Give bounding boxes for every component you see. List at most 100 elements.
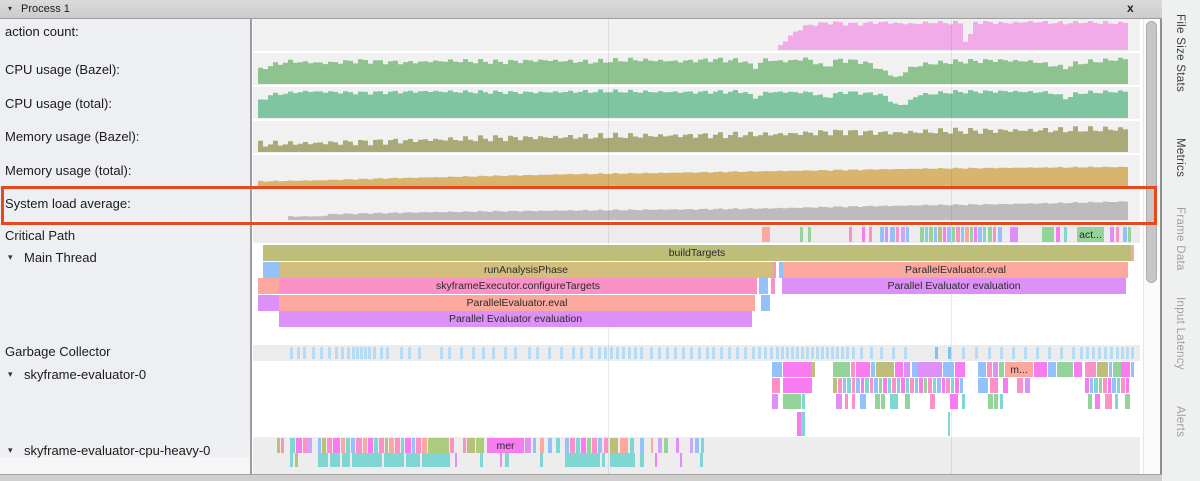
trace-block[interactable] xyxy=(852,347,855,359)
trace-block[interactable] xyxy=(773,262,776,278)
trace-block[interactable] xyxy=(994,394,998,409)
trace-block[interactable] xyxy=(1121,378,1125,393)
trace-block[interactable] xyxy=(772,394,778,409)
trace-block[interactable] xyxy=(318,438,321,453)
trace-block[interactable] xyxy=(556,438,560,453)
trace-block[interactable] xyxy=(1108,378,1111,393)
trace-block[interactable] xyxy=(836,347,839,359)
trace-block[interactable] xyxy=(816,347,819,359)
trace-block[interactable] xyxy=(870,347,873,359)
trace-block[interactable] xyxy=(277,438,280,453)
trace-block[interactable] xyxy=(802,394,805,409)
trace-block[interactable] xyxy=(680,453,682,467)
trace-block[interactable] xyxy=(838,378,842,393)
cpu-usage-bazel-row[interactable] xyxy=(253,53,1140,85)
trace-block[interactable] xyxy=(988,394,993,409)
trace-block[interactable] xyxy=(831,347,834,359)
tab-alerts[interactable]: Alerts xyxy=(1174,406,1186,438)
trace-block[interactable] xyxy=(604,438,608,453)
trace-block[interactable] xyxy=(772,378,780,393)
trace-block[interactable] xyxy=(846,347,849,359)
process-collapse-icon[interactable]: ▾ xyxy=(8,4,13,13)
span-m[interactable]: m... xyxy=(1005,362,1033,377)
trace-block[interactable] xyxy=(852,378,855,393)
tab-file-size-stats[interactable]: File Size Stats xyxy=(1174,14,1186,92)
trace-block[interactable] xyxy=(346,438,350,453)
trace-block[interactable] xyxy=(408,347,411,359)
trace-block[interactable] xyxy=(263,262,279,278)
trace-block[interactable] xyxy=(528,347,531,359)
trace-block[interactable] xyxy=(779,262,783,278)
trace-block[interactable] xyxy=(988,347,991,359)
trace-block[interactable] xyxy=(380,347,383,359)
trace-block[interactable] xyxy=(352,453,382,467)
trace-block[interactable] xyxy=(1126,378,1129,393)
trace-block[interactable] xyxy=(356,347,359,359)
trace-block[interactable] xyxy=(368,347,371,359)
trace-block[interactable] xyxy=(482,347,485,359)
trace-block[interactable] xyxy=(295,453,298,467)
trace-block[interactable] xyxy=(934,227,937,242)
trace-block[interactable] xyxy=(460,347,463,359)
span-parallelevaluator-eval[interactable]: ParallelEvaluator.eval xyxy=(279,295,755,311)
cpu-heavy-track-1[interactable] xyxy=(253,453,1140,467)
trace-block[interactable] xyxy=(290,347,293,359)
trace-block[interactable] xyxy=(698,347,701,359)
critical-path-strip[interactable] xyxy=(253,226,1140,243)
trace-block[interactable] xyxy=(548,347,551,359)
trace-block[interactable] xyxy=(1048,347,1051,359)
trace-block[interactable] xyxy=(386,347,389,359)
trace-block[interactable] xyxy=(428,438,449,453)
trace-block[interactable] xyxy=(975,347,978,359)
trace-block[interactable] xyxy=(978,378,988,393)
trace-block[interactable] xyxy=(590,347,593,359)
trace-block[interactable] xyxy=(875,394,880,409)
trace-block[interactable] xyxy=(1109,362,1112,377)
trace-block[interactable] xyxy=(1086,347,1089,359)
trace-block[interactable] xyxy=(400,347,403,359)
trace-block[interactable] xyxy=(1113,362,1121,377)
close-icon[interactable]: x xyxy=(1127,1,1134,15)
trace-block[interactable] xyxy=(616,347,619,359)
tab-frame-data[interactable]: Frame Data xyxy=(1174,207,1186,271)
trace-block[interactable] xyxy=(258,295,279,311)
trace-block[interactable] xyxy=(258,278,279,294)
trace-block[interactable] xyxy=(604,347,607,359)
trace-block[interactable] xyxy=(602,453,605,467)
trace-block[interactable] xyxy=(598,438,602,453)
trace-block[interactable] xyxy=(1112,378,1116,393)
trace-block[interactable] xyxy=(455,453,457,467)
trace-block[interactable] xyxy=(1116,227,1119,242)
trace-block[interactable] xyxy=(587,438,591,453)
trace-block[interactable] xyxy=(826,347,829,359)
trace-block[interactable] xyxy=(1088,394,1092,409)
trace-block[interactable] xyxy=(811,362,815,377)
trace-block[interactable] xyxy=(736,347,739,359)
span-parallelevaluator-eval[interactable]: ParallelEvaluator.eval xyxy=(783,262,1128,278)
tab-input-latency[interactable]: Input Latency xyxy=(1174,297,1186,370)
trace-block[interactable] xyxy=(598,347,601,359)
trace-block[interactable] xyxy=(570,438,575,453)
trace-block[interactable] xyxy=(360,347,363,359)
trace-block[interactable] xyxy=(533,438,536,453)
trace-block[interactable] xyxy=(536,347,539,359)
trace-block[interactable] xyxy=(658,438,662,453)
critical-path-track[interactable]: act... xyxy=(253,227,1140,242)
trace-block[interactable] xyxy=(856,362,870,377)
trace-block[interactable] xyxy=(904,362,910,377)
trace-block[interactable] xyxy=(364,347,367,359)
trace-block[interactable] xyxy=(706,347,709,359)
trace-block[interactable] xyxy=(1110,227,1114,242)
trace-block[interactable] xyxy=(841,347,844,359)
trace-block[interactable] xyxy=(999,362,1004,377)
trace-block[interactable] xyxy=(988,227,992,242)
trace-block[interactable] xyxy=(472,347,475,359)
trace-block[interactable] xyxy=(701,438,704,453)
trace-block[interactable] xyxy=(318,453,328,467)
trace-block[interactable] xyxy=(925,227,928,242)
trace-block[interactable] xyxy=(1126,347,1129,359)
trace-block[interactable] xyxy=(920,227,924,242)
trace-block[interactable] xyxy=(1128,227,1131,242)
trace-block[interactable] xyxy=(658,347,661,359)
trace-block[interactable] xyxy=(856,378,860,393)
